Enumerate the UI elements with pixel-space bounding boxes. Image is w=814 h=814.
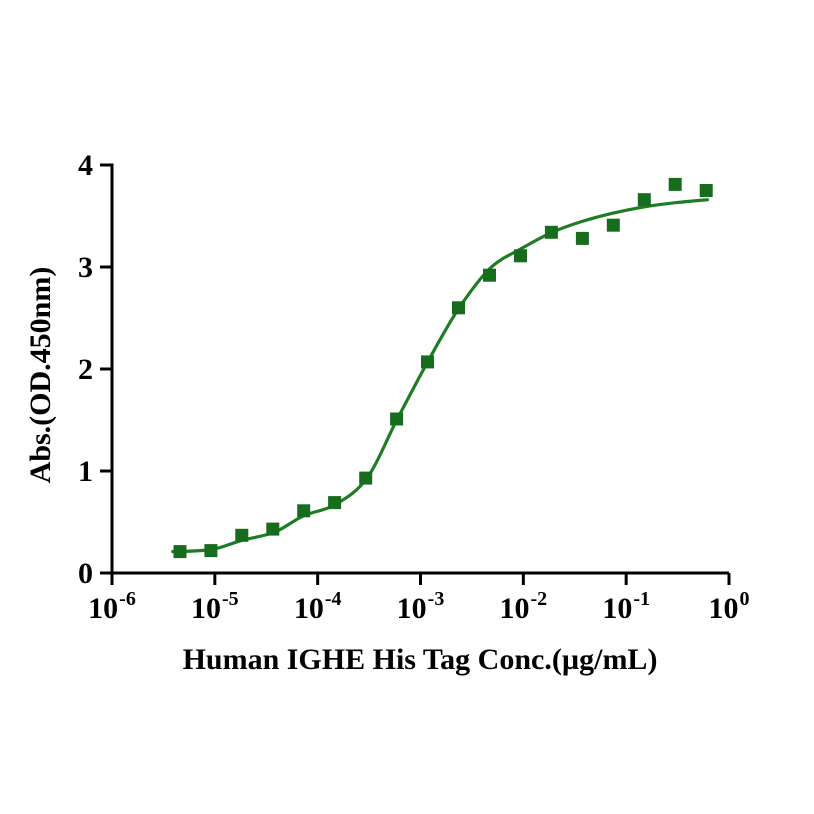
data-point-marker [204, 544, 218, 558]
data-point-marker [297, 504, 311, 518]
x-axis-tick-labels: 10-6 10-5 10-4 10-3 10-2 10-1 100 [88, 588, 749, 625]
x-tick-label: 10-4 [294, 588, 342, 625]
y-axis-ticks [100, 163, 112, 575]
data-point-marker [390, 412, 404, 426]
y-tick-label: 3 [78, 251, 93, 284]
y-tick-label: 4 [78, 149, 93, 182]
y-tick-label: 2 [78, 353, 93, 386]
data-point-marker [235, 528, 249, 542]
data-point-marker [173, 545, 187, 559]
x-tick-label: 10-2 [499, 588, 547, 625]
data-point-marker [266, 522, 280, 536]
x-tick-label: 100 [709, 588, 750, 625]
y-axis-tick-labels: 0 1 2 3 4 [78, 149, 93, 590]
x-tick-label: 10-6 [88, 588, 136, 625]
x-tick-label: 10-3 [397, 588, 445, 625]
data-point-marker [668, 177, 682, 191]
data-point-marker [606, 218, 620, 232]
y-tick-label: 0 [78, 557, 93, 590]
data-point-marker [637, 193, 651, 207]
data-point-marker [328, 496, 342, 510]
y-axis-title: Abs.(OD.450nm) [24, 267, 57, 484]
fit-curve-line [171, 198, 709, 554]
x-tick-label: 10-1 [602, 588, 650, 625]
data-point-marker [699, 184, 713, 197]
data-point-marker [514, 249, 527, 263]
data-point-marker [544, 225, 558, 239]
data-point-markers [173, 177, 713, 559]
x-tick-label: 10-5 [191, 588, 239, 625]
axis-spines [110, 163, 729, 575]
data-point-marker [421, 355, 434, 369]
x-axis-title: Human IGHE His Tag Conc.(µg/mL) [183, 643, 658, 676]
data-point-marker [483, 268, 496, 282]
data-point-marker [575, 231, 589, 245]
data-point-marker [452, 301, 465, 315]
data-point-marker [359, 471, 373, 485]
y-tick-label: 1 [78, 455, 93, 488]
x-axis-ticks [110, 573, 731, 585]
